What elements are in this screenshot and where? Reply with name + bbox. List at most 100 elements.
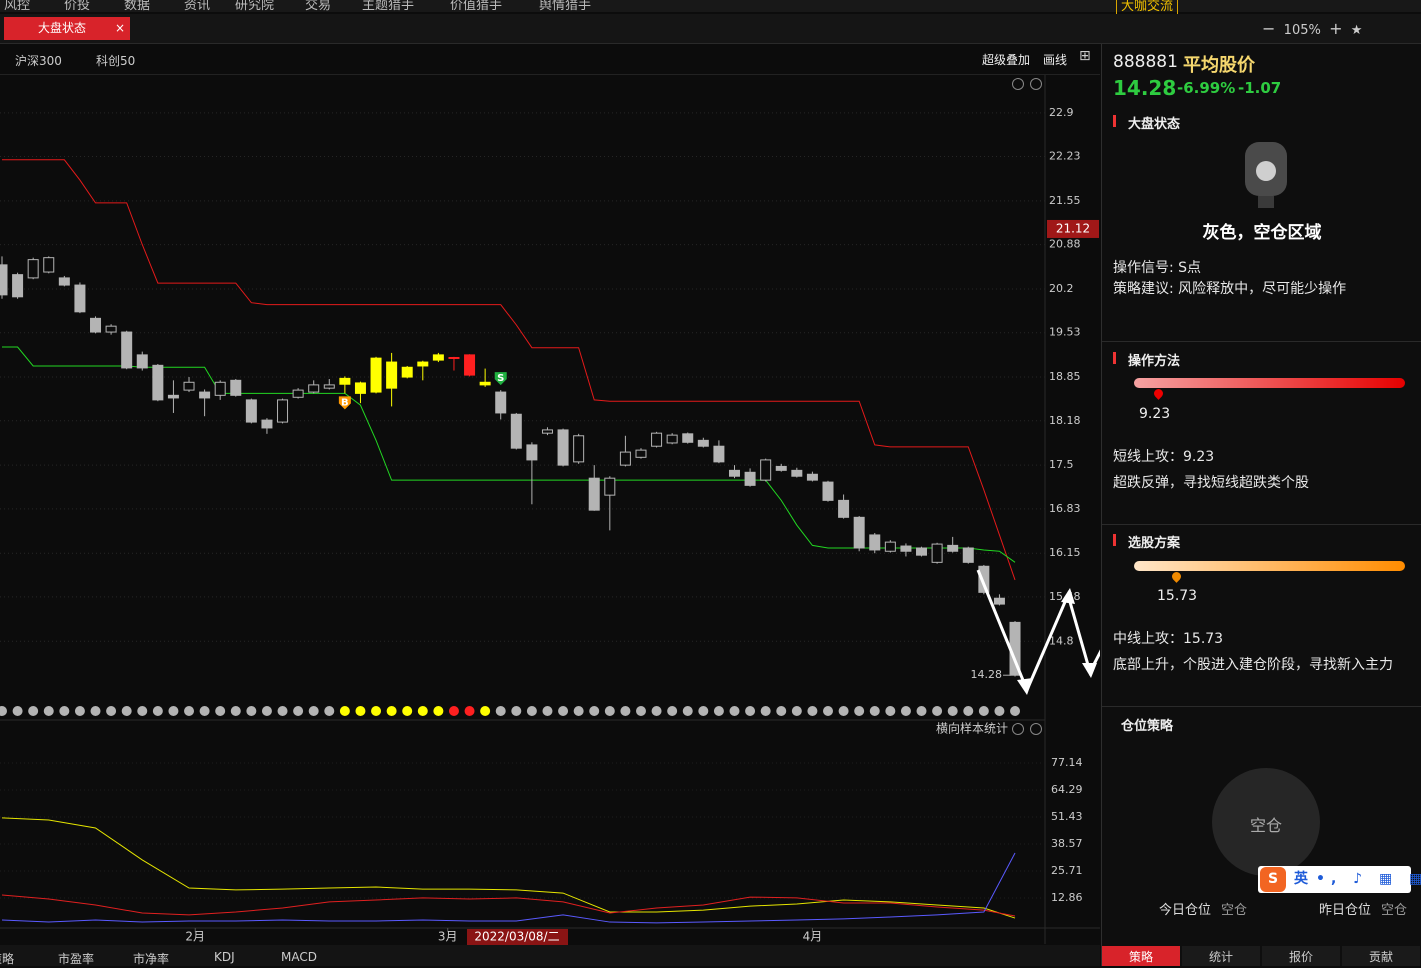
candle-body [884, 541, 896, 552]
panel-tab[interactable]: 贡献 [1342, 946, 1420, 966]
panel-tab[interactable]: 统计 [1182, 946, 1260, 966]
divider [1102, 524, 1421, 525]
signal-dot [994, 706, 1005, 716]
signal-dot [246, 706, 257, 716]
zoom-in[interactable]: + [1329, 19, 1343, 38]
ime-toolbar[interactable]: S 英 •, ♪ ▦ ▦ [1258, 866, 1421, 893]
signal-dot [745, 706, 756, 716]
candle-body [448, 356, 460, 359]
candle-body [526, 444, 538, 461]
candle-body [573, 435, 585, 463]
candle-body [464, 354, 476, 376]
candle-body [214, 381, 226, 396]
divider [1102, 706, 1421, 707]
candle-body [666, 434, 678, 444]
index-tab[interactable]: 沪深300 [15, 54, 62, 68]
candle-body [495, 391, 507, 414]
candle-body [432, 354, 444, 361]
grid-icon[interactable]: ⊞ [1079, 48, 1091, 64]
ime-tools: •, ♪ ▦ ▦ [1316, 871, 1421, 887]
signal-dot [308, 706, 319, 716]
tool-button[interactable]: 画线 [1043, 53, 1068, 67]
menu-item[interactable]: 主题猎手 [362, 0, 415, 13]
change: -1.07 [1238, 79, 1282, 97]
candle-body [916, 547, 928, 556]
pick-value: 15.73 [1157, 588, 1198, 604]
candle-body [12, 274, 24, 298]
candle-body [604, 477, 616, 496]
bottom-tab[interactable]: KDJ [214, 950, 235, 964]
tab-close[interactable]: × [114, 21, 125, 35]
bottom-tab[interactable]: MACD [281, 950, 317, 964]
menu-item[interactable]: 舆情猎手 [539, 0, 592, 13]
bottom-tab[interactable]: 市盈率 [58, 952, 95, 966]
candle-body [323, 384, 335, 389]
method-value: 9.23 [1139, 406, 1171, 422]
signal-dot [277, 706, 288, 716]
last-label: 14.28 [971, 668, 1003, 681]
signal-dot [682, 706, 693, 716]
signal-dot [667, 706, 678, 716]
top-menu: 风控 价投 数据 资讯 研究院 交易 主题猎手 价值猎手 舆情猎手 大咖交流 [0, 0, 1421, 15]
panel-tab[interactable]: 报价 [1262, 946, 1340, 966]
candle-body [869, 534, 881, 551]
candle-body [0, 264, 8, 296]
section-title: 操作方法 [1112, 350, 1180, 369]
signal-dot [199, 706, 210, 716]
side-panel: 888881 平均股价 14.28 -6.99% -1.07 大盘状态 灰色，空… [1101, 44, 1421, 966]
panel-tab[interactable]: 策略 [1102, 946, 1180, 966]
light [1256, 161, 1276, 181]
candle-body [74, 284, 86, 313]
candle-body [697, 439, 709, 447]
bottom-tab[interactable]: 市净率 [133, 952, 170, 966]
cursor-date-box [467, 929, 568, 945]
candle-body [90, 317, 102, 333]
x-tick-label: 2月 [185, 930, 205, 944]
candle-body [183, 381, 195, 391]
candle-body [230, 379, 242, 396]
menu-item[interactable]: 价值猎手 [450, 0, 503, 13]
menu-item[interactable]: 研究院 [235, 0, 275, 13]
lower-channel [2, 346, 1016, 563]
signal-dot [916, 706, 927, 716]
cursor-date: 2022/03/08/二 [474, 930, 559, 944]
x-tick-label: 3月 [438, 930, 458, 944]
advice: 策略建议: 风险释放中，尽可能少操作 [1113, 281, 1347, 297]
signal-dot [106, 706, 117, 716]
candle-body [339, 377, 351, 385]
star[interactable]: ★ [1350, 23, 1363, 38]
settings-icon[interactable] [1012, 723, 1024, 735]
signal-dot [760, 706, 771, 716]
candle-body [993, 597, 1005, 605]
signal-dot [433, 706, 444, 716]
candle-body [541, 429, 553, 434]
pick-bar [1134, 561, 1405, 571]
panel-title: 横向样本统计 [936, 721, 1008, 736]
bottom-tab[interactable]: 策略 [0, 952, 15, 966]
menu-item[interactable]: 风控 [4, 0, 31, 13]
signal-dot [386, 706, 397, 716]
badge[interactable]: 大咖交流 [1116, 0, 1179, 15]
yesterday: 空仓 [1381, 903, 1408, 918]
candle-body [261, 419, 273, 429]
tool-button[interactable]: 超级叠加 [982, 53, 1031, 67]
zoom-out[interactable]: − [1262, 19, 1276, 38]
status-light [1245, 142, 1287, 196]
menu-item[interactable]: 价投 [64, 0, 91, 13]
divider [1102, 341, 1421, 342]
menu-item[interactable]: 交易 [305, 0, 332, 13]
menu-item[interactable]: 资讯 [184, 0, 211, 13]
active-tab[interactable]: 大盘状态 × [4, 17, 130, 40]
section-title: 选股方案 [1112, 532, 1180, 551]
settings-icon[interactable] [1012, 78, 1024, 90]
zoom: − 105% + ★ [1262, 19, 1362, 38]
signal-dot [230, 706, 241, 716]
help-icon[interactable] [1030, 723, 1042, 735]
menu-item[interactable]: 数据 [124, 0, 151, 13]
y-tick-label: 77.14 [1051, 756, 1083, 769]
candle-body [417, 361, 429, 367]
candle-body [292, 389, 304, 398]
help-icon[interactable] [1030, 78, 1042, 90]
index-tab[interactable]: 科创50 [96, 54, 136, 68]
arrow-head [1017, 678, 1033, 695]
